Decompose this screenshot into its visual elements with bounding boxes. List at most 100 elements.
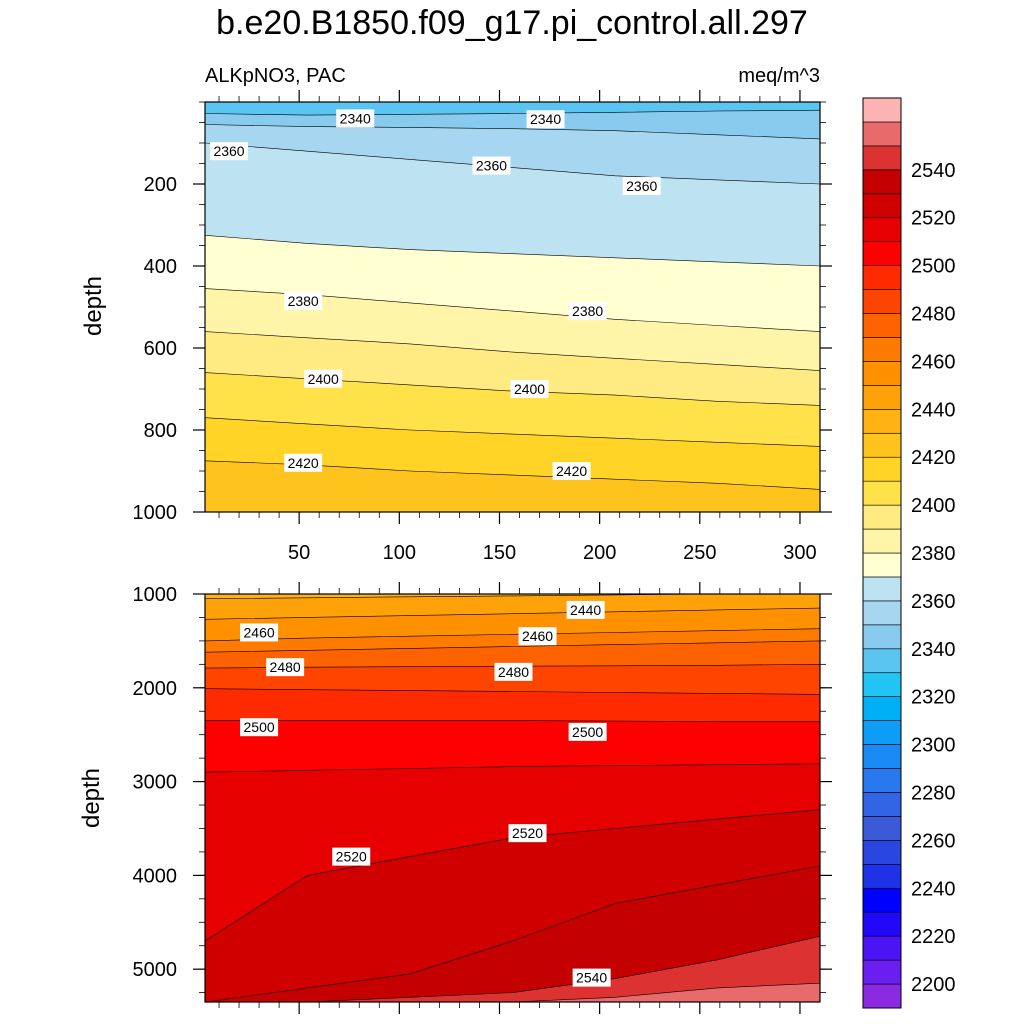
colorbar-swatch — [862, 576, 902, 602]
colorbar-swatch — [862, 121, 902, 147]
variable-label: ALKpNO3, PAC — [205, 65, 346, 87]
contour-label-box — [284, 291, 323, 310]
contour-label-text: 2380 — [572, 303, 603, 319]
ytick-label: 4000 — [133, 865, 178, 887]
contour-label-text: 2520 — [336, 849, 367, 865]
colorbar-swatch — [862, 265, 902, 290]
colorbar-swatch — [862, 768, 902, 793]
contour-label-text: 2360 — [476, 158, 507, 174]
contour-line-2490 — [205, 688, 820, 695]
colorbar-tick-label: 2360 — [911, 591, 956, 613]
contour-label-text: 2540 — [576, 970, 607, 986]
contour-label-text: 2420 — [556, 463, 587, 479]
colorbar-swatch — [862, 624, 902, 650]
contour-label-box — [508, 824, 547, 843]
units-label: meq/m^3 — [738, 65, 820, 87]
contour-label: 2340 — [526, 110, 565, 129]
colorbar-swatch — [862, 169, 902, 195]
ytick-label: 2000 — [133, 678, 178, 700]
colorbar-swatch — [862, 816, 902, 841]
lower-ylabel: depth — [78, 768, 105, 828]
colorbar-swatch — [862, 289, 902, 314]
ytick-label: 800 — [144, 420, 177, 442]
colorbar: 2200 2220 2240 2260 2280 2300 2320 2340 2360 2380… — [862, 97, 956, 1009]
colorbar-tick-label: 2480 — [911, 304, 956, 326]
contour-label-box — [210, 142, 249, 161]
contour-label: 2360 — [622, 177, 661, 196]
contour-label-text: 2420 — [288, 455, 319, 471]
xtick-label: 150 — [483, 542, 516, 564]
contour-label: 2360 — [472, 156, 511, 175]
contour-line-2510 — [205, 763, 820, 773]
contour-label-text: 2500 — [572, 724, 603, 740]
contour-label-text: 2360 — [213, 143, 244, 159]
ytick-label: 3000 — [133, 772, 178, 794]
contour-label-box — [304, 369, 343, 388]
colorbar-swatch — [862, 552, 902, 578]
ytick-label: 600 — [144, 338, 177, 360]
contour-label-box — [472, 156, 511, 175]
contour-label-box — [494, 662, 533, 681]
colorbar-swatch — [862, 361, 902, 386]
xtick-label: 250 — [683, 542, 716, 564]
colorbar-tick-label: 2520 — [911, 208, 956, 230]
contour-line-2450 — [205, 607, 820, 620]
colorbar-swatch — [862, 145, 902, 171]
contour-label-text: 2520 — [512, 825, 543, 841]
colorbar-tick-label: 2200 — [911, 974, 956, 996]
colorbar-tick-label: 2240 — [911, 878, 956, 900]
contour-band-2420 — [205, 460, 820, 512]
contour-label-box — [266, 658, 305, 677]
contour-label: 2480 — [494, 662, 533, 681]
ytick-label: 1000 — [133, 584, 178, 606]
ytick-label: 5000 — [133, 959, 178, 981]
colorbar-swatch — [862, 983, 902, 1009]
colorbar-swatch — [862, 720, 902, 745]
contour-label: 2420 — [284, 453, 323, 472]
colorbar-swatch — [862, 911, 902, 937]
lower-panel: 1000 2000 3000 4000 5000 2440 2460 2460 2480 2480… — [133, 582, 832, 1014]
ytick-label: 1000 — [133, 502, 178, 524]
contour-line-2340 — [205, 109, 820, 116]
contour-label: 2400 — [510, 380, 549, 398]
colorbar-swatch — [862, 241, 902, 266]
contour-line-2460 — [205, 628, 820, 642]
contour-label-text: 2480 — [270, 659, 301, 675]
contour-label-text: 2460 — [244, 624, 275, 640]
contour-line-2540 — [205, 936, 820, 1002]
colorbar-swatch — [862, 887, 902, 913]
contour-label: 2520 — [332, 847, 371, 866]
xtick-label: 100 — [383, 542, 416, 564]
contour-label-text: 2400 — [514, 381, 545, 397]
contour-label-box — [284, 453, 323, 472]
contour-label-box — [240, 623, 279, 642]
colorbar-swatch — [862, 840, 902, 865]
contour-label-text: 2340 — [340, 110, 371, 126]
colorbar-tick-label: 2260 — [911, 830, 956, 852]
contour-label-box — [566, 600, 605, 619]
contour-label: 2540 — [572, 968, 611, 987]
contour-label: 2400 — [304, 369, 343, 388]
colorbar-swatch — [862, 696, 902, 721]
colorbar-swatch — [862, 337, 902, 362]
colorbar-tick-label: 2460 — [911, 351, 956, 373]
contour-label-text: 2340 — [530, 111, 561, 127]
colorbar-tick-label: 2380 — [911, 543, 956, 565]
contour-line-2530 — [205, 865, 820, 1002]
contour-label: 2380 — [284, 291, 323, 310]
contour-label-box — [622, 177, 661, 196]
contour-line-2350 — [205, 124, 820, 140]
contour-label-text: 2400 — [308, 371, 339, 387]
colorbar-swatch — [862, 97, 902, 123]
contour-label-text: 2500 — [244, 719, 275, 735]
contour-label-box — [568, 302, 607, 321]
contour-line-2370 — [205, 235, 820, 267]
contour-label: 2340 — [336, 109, 375, 128]
colorbar-swatch — [862, 193, 902, 219]
contour-label-text: 2460 — [522, 628, 553, 644]
contour-line-2470 — [205, 640, 820, 653]
colorbar-swatch — [862, 792, 902, 817]
contour-label: 2420 — [552, 462, 591, 480]
contour-band-2550 — [205, 983, 820, 1002]
contour-label-box — [572, 968, 611, 987]
